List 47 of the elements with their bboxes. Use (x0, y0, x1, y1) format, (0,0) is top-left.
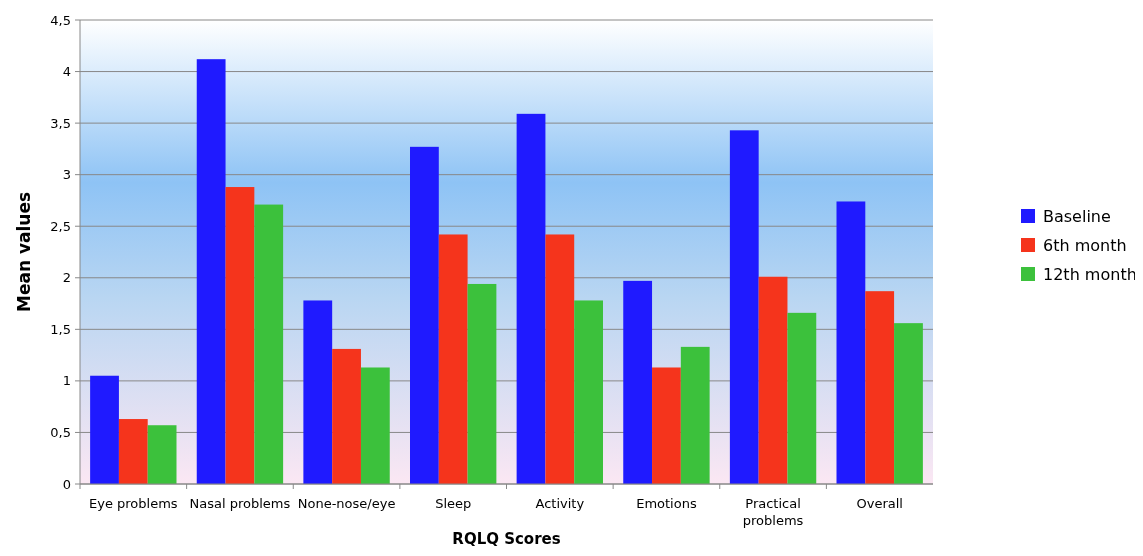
y-axis-title: Mean values (14, 191, 34, 313)
bar (90, 375, 119, 484)
legend-label: Baseline (1043, 206, 1111, 226)
bar (787, 312, 817, 484)
y-tick-label: 0 (62, 476, 71, 492)
x-tick-label: Nasal problems (189, 496, 291, 511)
bar (360, 367, 390, 484)
bar (118, 419, 148, 484)
bar (196, 59, 226, 484)
x-tick-label: Overall (856, 496, 903, 511)
y-tick-label: 3,5 (50, 115, 71, 131)
bar (836, 201, 866, 484)
x-tick-label: None-nose/eye (297, 496, 396, 511)
bar (623, 280, 653, 484)
bar (894, 323, 923, 484)
legend-label: 12th month (1043, 264, 1137, 284)
bar (680, 346, 710, 484)
bar (254, 204, 284, 484)
bar (574, 300, 603, 484)
bar (438, 234, 468, 484)
x-tick-label: Eye problems (89, 496, 178, 511)
x-tick-label: Practical problems (742, 496, 804, 528)
bar (758, 276, 788, 484)
bar (410, 146, 439, 484)
x-tick-label: Sleep (435, 496, 472, 511)
y-tick-label: 2,5 (50, 218, 71, 234)
x-tick-label: Emotions (636, 496, 697, 511)
bar (332, 348, 361, 484)
y-tick-label: 4,5 (50, 12, 71, 28)
bar (147, 425, 177, 484)
y-tick-label: 1,5 (50, 321, 71, 337)
y-tick-label: 4 (62, 64, 71, 80)
bar (467, 283, 497, 484)
bar (545, 234, 575, 484)
y-tick-label: 3 (62, 167, 71, 183)
y-tick-label: 0,5 (50, 424, 71, 440)
bar (729, 130, 759, 484)
bar (303, 300, 333, 484)
y-tick-label: 1 (62, 373, 71, 389)
bar (652, 367, 681, 484)
x-tick-label: Activity (535, 496, 585, 511)
legend-label: 6th month (1043, 235, 1127, 255)
bar (865, 291, 895, 484)
bar (225, 187, 255, 484)
x-axis-title: RQLQ Scores (452, 530, 561, 548)
bar (516, 113, 546, 484)
y-tick-label: 2 (62, 270, 71, 286)
